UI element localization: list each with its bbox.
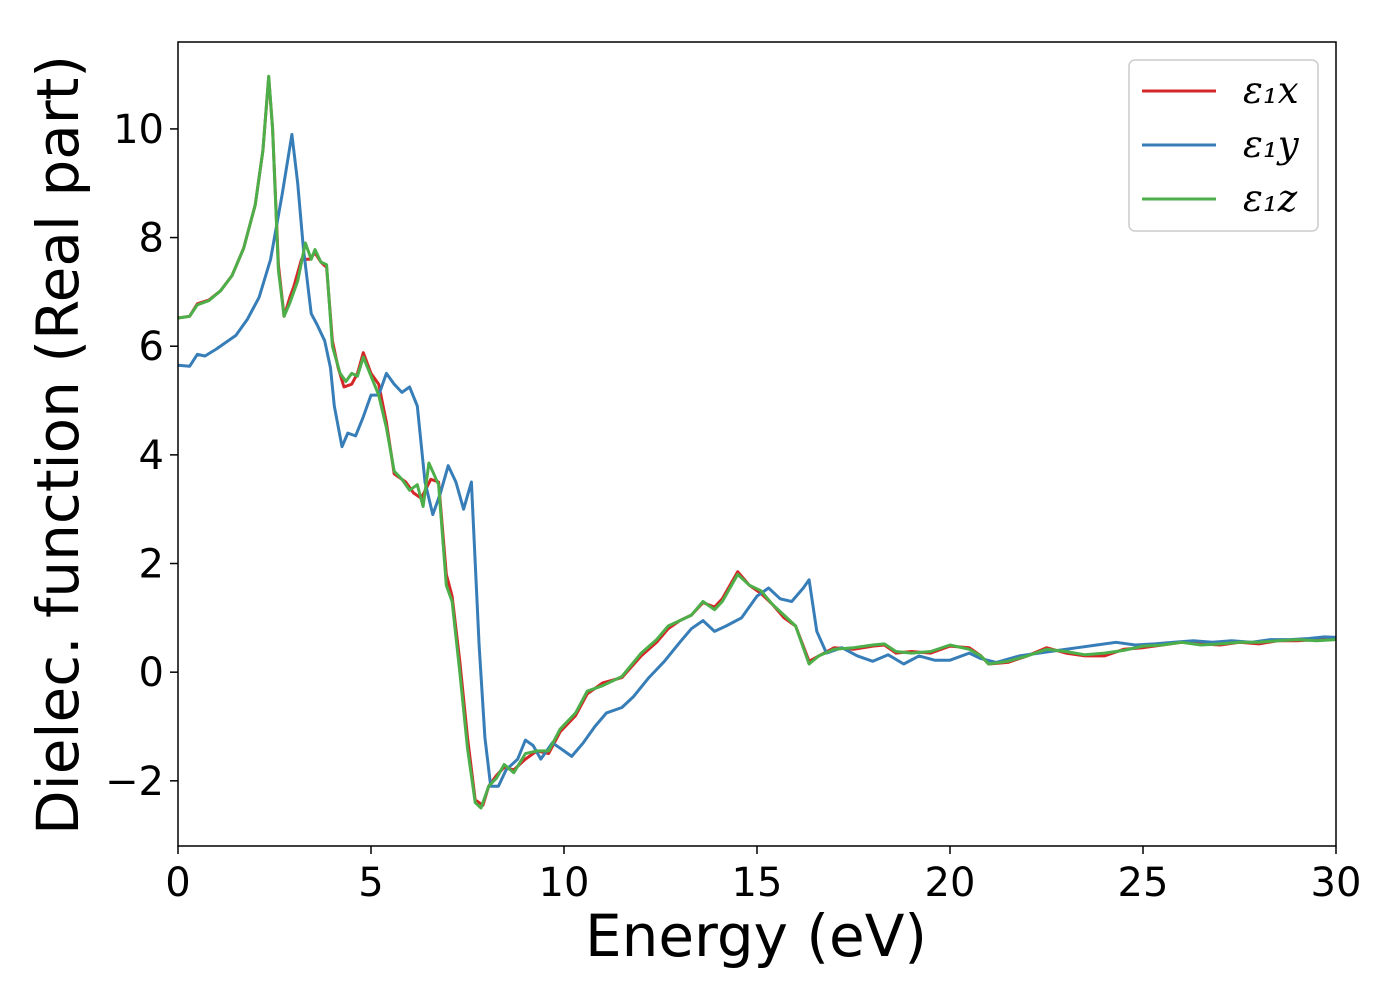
plot-area (178, 74, 1336, 810)
y-tick-label: 4 (139, 433, 164, 479)
y-tick-label: 2 (139, 542, 164, 588)
y-axis: −2 0 2 4 6 8 10 (105, 107, 178, 805)
legend-box (1128, 59, 1319, 232)
x-tick-label: 10 (539, 860, 590, 906)
y-tick-label: 8 (139, 216, 164, 262)
legend: ε₁x ε₁y ε₁z (1128, 59, 1319, 232)
x-tick-label: 15 (732, 860, 783, 906)
legend-label-3: ε₁z (1243, 177, 1298, 220)
x-tick-label: 0 (165, 860, 190, 906)
y-tick-label: 6 (139, 324, 164, 370)
x-tick-label: 20 (925, 860, 976, 906)
x-axis: 0 5 10 15 20 25 30 (165, 846, 1361, 906)
x-tick-label: 30 (1311, 860, 1362, 906)
legend-label-2: ε₁y (1243, 123, 1300, 166)
y-tick-label: 0 (139, 650, 164, 696)
x-tick-label: 5 (358, 860, 383, 906)
x-axis-title: Energy (eV) (585, 902, 927, 970)
y-tick-label: 10 (113, 107, 164, 153)
y-axis-title: Dielec. function (Real part) (24, 55, 92, 835)
legend-label-1: ε₁x (1243, 69, 1299, 112)
y-tick-label: −2 (105, 759, 164, 805)
series-line-3 (178, 74, 1336, 810)
x-tick-label: 25 (1118, 860, 1169, 906)
